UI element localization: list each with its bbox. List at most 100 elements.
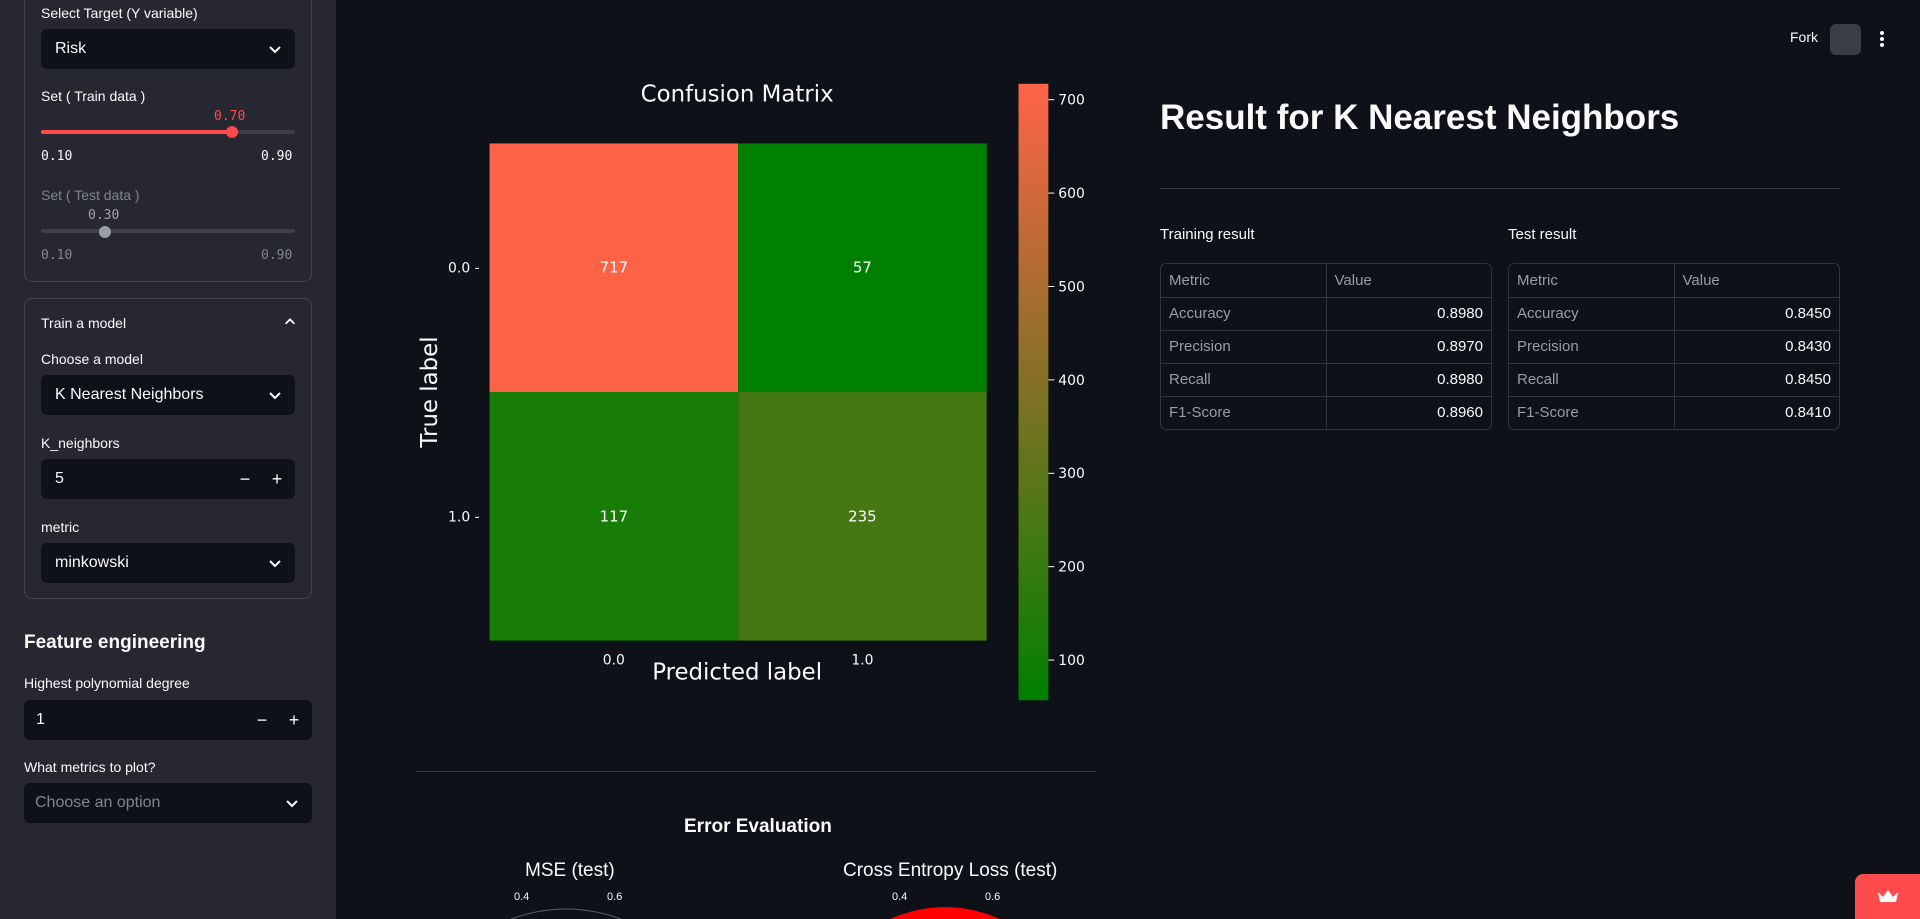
x-axis-label: Predicted label [652,659,822,685]
heatmap-cell [738,392,987,641]
train-slider-value: 0.70 [214,109,246,124]
colorbar-tick-label: 600 [1058,186,1085,202]
column-header-value: Value [1674,264,1839,298]
colorbar-tick-label: 700 [1058,93,1085,109]
sidebar: Select Target (Y variable) Risk Set ( Tr… [0,0,336,919]
ce-tick-right: 0.6 [985,891,1001,903]
error-evaluation-title: Error Evaluation [684,816,832,837]
cross-entropy-gauge [890,907,1000,919]
cell-value-label: 717 [600,259,628,277]
table-row: Accuracy 0.8450 [1509,297,1839,331]
value-cell: 0.8980 [1326,363,1491,397]
test-result-table: Metric Value Accuracy 0.8450 Precision 0.8… [1508,263,1840,430]
colorbar-tick-label: 400 [1058,373,1085,389]
metric-label: metric [41,519,80,535]
avatar[interactable] [1830,24,1861,55]
heatmap-cell [489,392,739,641]
value-cell: 0.8980 [1326,297,1491,331]
train-slider-thumb[interactable] [226,126,238,138]
table-header-row: Metric Value [1161,264,1491,298]
results-title: Result for K Nearest Neighbors [1160,98,1680,137]
test-slider-track [41,229,295,233]
table-row: Recall 0.8450 [1509,363,1839,397]
column-header-metric: Metric [1161,264,1327,298]
polynomial-degree-input[interactable]: 1 − + [24,700,312,740]
k-neighbors-label: K_neighbors [41,435,120,451]
colorbar [1018,83,1049,701]
table-row: Precision 0.8970 [1161,330,1491,364]
k-neighbors-decrement-button[interactable]: − [239,469,251,489]
test-slider-max: 0.90 [261,248,293,263]
test-slider-min: 0.10 [41,248,73,263]
target-select-value: Risk [55,40,87,57]
mse-tick-right: 0.6 [607,891,623,903]
k-neighbors-input[interactable]: 5 − + [41,459,295,499]
value-cell: 0.8450 [1674,297,1839,331]
chevron-down-icon [269,560,281,568]
heatmap-cell [738,143,987,393]
chevron-down-icon [269,46,281,54]
train-slider-max: 0.90 [261,149,293,164]
test-slider-thumb [99,226,111,238]
training-result-table: Metric Value Accuracy 0.8980 Precision 0.8… [1160,263,1492,430]
metric-cell: Recall [1161,363,1327,397]
target-select[interactable]: Risk [41,29,295,69]
table-header-row: Metric Value [1509,264,1839,298]
chevron-up-icon [285,318,295,325]
colorbar-tick-label: 200 [1058,560,1085,576]
table-row: F1-Score 0.8410 [1509,396,1839,429]
column-header-value: Value [1326,264,1491,298]
results-divider [1160,188,1840,189]
more-vertical-icon[interactable] [1876,27,1888,51]
column-header-metric: Metric [1509,264,1675,298]
metric-cell: Recall [1509,363,1675,397]
feature-engineering-title: Feature engineering [24,632,206,653]
train-model-expander-header[interactable]: Train a model [25,299,311,345]
chart-title: Confusion Matrix [641,82,834,108]
mse-gauge [510,908,622,919]
value-cell: 0.8450 [1674,363,1839,397]
divider [416,771,1096,772]
y-tick-label: 1.0 - [448,509,480,525]
model-select-value: K Nearest Neighbors [55,386,204,403]
x-tick-label: 0.0 [603,652,625,668]
mse-chart-title: MSE (test) [525,860,615,881]
chevron-down-icon [269,392,281,400]
metric-cell: Precision [1161,330,1327,364]
value-cell: 0.8960 [1437,404,1483,422]
y-tick-label: 0.0 - [448,261,480,277]
k-neighbors-value: 5 [55,470,64,487]
table-row: Accuracy 0.8980 [1161,297,1491,331]
model-select[interactable]: K Nearest Neighbors [41,375,295,415]
test-result-heading: Test result [1508,226,1577,243]
metric-cell: Precision [1509,330,1675,364]
polynomial-degree-decrement-button[interactable]: − [256,710,268,730]
chevron-down-icon [286,800,298,808]
plot-metrics-label: What metrics to plot? [24,759,156,775]
train-slider-label: Set ( Train data ) [41,88,146,104]
polynomial-degree-increment-button[interactable]: + [288,710,300,730]
cell-value-label: 117 [600,507,628,525]
plot-metrics-multiselect[interactable]: Choose an option [24,783,312,823]
streamlit-badge[interactable] [1855,874,1920,919]
heatmap-cell [489,143,739,393]
train-model-card [24,298,312,599]
y-axis-label: True label [417,336,443,448]
colorbar-tick-label: 300 [1058,466,1085,482]
test-slider-label: Set ( Test data ) [41,187,140,203]
cell-value-label: 57 [853,259,872,277]
table-row: F1-Score 0.8960 [1161,396,1491,429]
k-neighbors-increment-button[interactable]: + [271,469,283,489]
value-cell: 0.8430 [1674,330,1839,364]
fork-button[interactable]: Fork [1790,29,1818,45]
confusion-matrix-chart: Confusion Matrix 717 57 117 235 0.0 1.0 0.0 … [417,82,1085,701]
plot-metrics-placeholder: Choose an option [35,794,161,811]
metric-select[interactable]: minkowski [41,543,295,583]
data-settings-card [24,0,312,282]
mse-tick-left: 0.4 [514,891,530,903]
table-row: Precision 0.8430 [1509,330,1839,364]
value-cell: 0.8410 [1785,404,1831,422]
metric-select-value: minkowski [55,554,129,571]
ce-tick-left: 0.4 [892,891,908,903]
polynomial-degree-label: Highest polynomial degree [24,675,190,691]
